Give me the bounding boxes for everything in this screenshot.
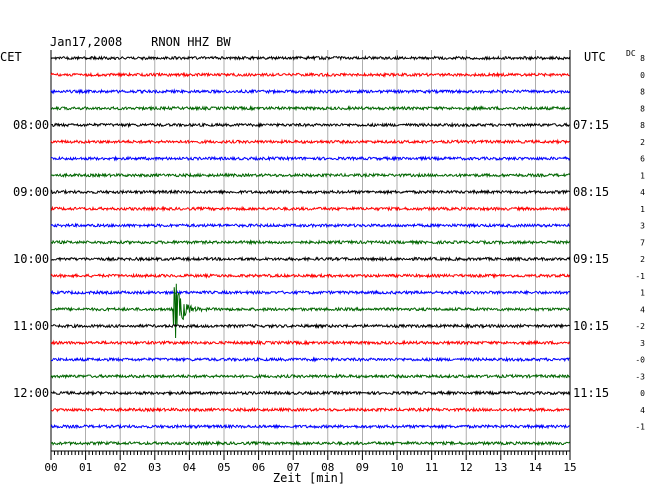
x-tick-label: 01 xyxy=(79,461,92,474)
trace-group xyxy=(50,54,571,447)
seismic-trace xyxy=(50,238,571,246)
dc-offset-value: 2 xyxy=(640,255,645,264)
dc-offset-value: 8 xyxy=(640,88,645,97)
dc-offset-value: 8 xyxy=(640,104,645,113)
seismic-trace xyxy=(50,373,571,380)
x-tick-label: 05 xyxy=(217,461,230,474)
right-time-label: 10:15 xyxy=(573,319,609,333)
left-time-label: 09:00 xyxy=(13,185,49,199)
chart-title: Jan17,2008 RNON HHZ BW xyxy=(50,35,231,49)
x-tick-label: 07 xyxy=(287,461,300,474)
left-time-label: 12:00 xyxy=(13,386,49,400)
seismic-trace xyxy=(50,389,571,397)
seismic-trace xyxy=(50,188,570,196)
dc-offset-value: -3 xyxy=(635,372,645,381)
seismic-trace xyxy=(50,289,570,296)
x-tick-label: 12 xyxy=(460,461,473,474)
left-time-label: 08:00 xyxy=(13,118,49,132)
x-tick-label: 14 xyxy=(529,461,543,474)
x-tick-label: 10 xyxy=(390,461,403,474)
minute-grid xyxy=(50,50,571,452)
dc-offset-value: 0 xyxy=(640,389,645,398)
label-group: 08:00 09:00 10:00 11:00 12:00 07:15 08:15 09:15… xyxy=(13,54,645,432)
dc-offset-value: 3 xyxy=(640,222,645,231)
right-time-label: 11:15 xyxy=(573,386,609,400)
seismic-trace xyxy=(50,440,571,447)
dc-offset-value: 2 xyxy=(640,138,645,147)
seismic-trace xyxy=(50,88,571,95)
seismic-trace xyxy=(50,121,570,129)
dc-offset-value: 4 xyxy=(640,406,645,415)
seismic-trace xyxy=(50,172,571,179)
right-time-label: 09:15 xyxy=(573,252,609,266)
x-tick-label: 08 xyxy=(321,461,334,474)
seismic-trace xyxy=(50,423,570,430)
x-tick-label: 03 xyxy=(148,461,161,474)
seismic-trace xyxy=(50,406,570,413)
seismic-trace xyxy=(51,272,571,280)
dc-offset-value: -0 xyxy=(635,356,645,365)
dc-offset-value: -1 xyxy=(635,423,645,432)
seismic-trace xyxy=(50,222,570,229)
dc-offset-value: 8 xyxy=(640,121,645,130)
dc-offset-value: 6 xyxy=(640,155,645,164)
seismic-trace xyxy=(50,255,571,263)
seismic-trace xyxy=(50,54,571,62)
dc-offset-value: 0 xyxy=(640,71,645,80)
dc-offset-value: 4 xyxy=(640,188,645,197)
dc-offset-value: -2 xyxy=(635,322,645,331)
dc-offset-value: -1 xyxy=(635,272,645,281)
seismic-trace xyxy=(50,71,570,78)
x-tick-label: 13 xyxy=(494,461,507,474)
dc-offset-value: 1 xyxy=(640,205,645,214)
x-tick-label: 04 xyxy=(183,461,197,474)
time-axis: 00 01 02 03 04 05 06 07 08 09 10 11 12 13 14 15 xyxy=(44,450,577,474)
x-tick-label: 06 xyxy=(252,461,265,474)
right-time-label: 08:15 xyxy=(573,185,609,199)
dc-offset-value: 1 xyxy=(640,171,645,180)
seismic-trace xyxy=(50,356,570,363)
x-tick-label: 09 xyxy=(356,461,369,474)
seismic-trace xyxy=(50,205,571,213)
seismic-trace xyxy=(50,339,571,346)
x-tick-label: 11 xyxy=(425,461,438,474)
seismic-trace xyxy=(50,322,570,330)
x-tick-label: 15 xyxy=(563,461,576,474)
dc-offset-value: 4 xyxy=(640,305,645,314)
dc-offset-value: 3 xyxy=(640,339,645,348)
x-axis-label: Zeit [min] xyxy=(273,471,345,485)
dc-offset-value: 8 xyxy=(640,54,645,63)
seismic-trace xyxy=(50,283,570,339)
left-timezone-label: CET xyxy=(0,50,22,64)
x-tick-label: 02 xyxy=(114,461,127,474)
seismic-trace xyxy=(50,105,571,112)
seismic-trace xyxy=(51,155,571,162)
x-tick-label: 00 xyxy=(44,461,57,474)
seismic-trace xyxy=(50,138,570,145)
dc-offset-value: 7 xyxy=(640,238,645,247)
right-time-label: 07:15 xyxy=(573,118,609,132)
right-timezone-label: UTC xyxy=(584,50,606,64)
offset-column-label: DC xyxy=(626,49,636,58)
left-time-label: 11:00 xyxy=(13,319,49,333)
dc-offset-value: 1 xyxy=(640,289,645,298)
left-time-label: 10:00 xyxy=(13,252,49,266)
